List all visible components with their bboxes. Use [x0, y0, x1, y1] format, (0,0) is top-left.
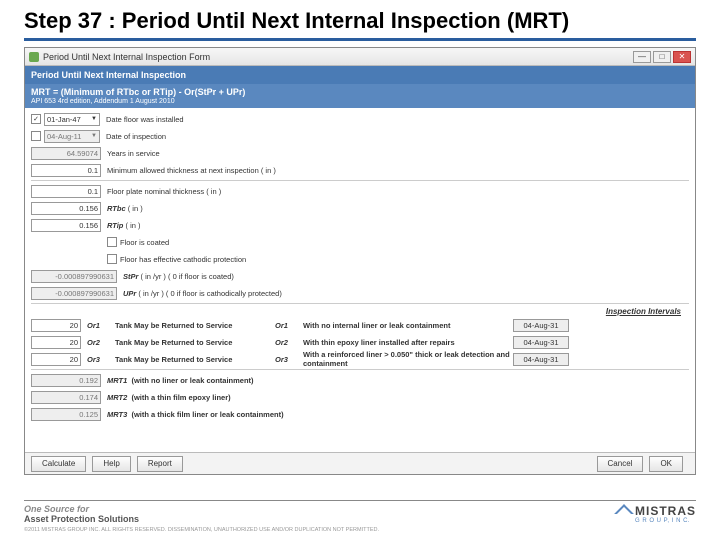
- logo: MISTRAS G R O U P, I N C.: [617, 504, 696, 524]
- logo-subtext: G R O U P, I N C.: [635, 518, 696, 524]
- minimize-button[interactable]: —: [633, 51, 651, 63]
- or2-key2: Or2: [275, 338, 303, 347]
- coated-checkbox[interactable]: [107, 237, 117, 247]
- date-inspection-checkbox[interactable]: [31, 131, 41, 141]
- or1-key2: Or1: [275, 321, 303, 330]
- stpr-field: -0.000897990631: [31, 270, 117, 283]
- date-installed-label: Date floor was installed: [106, 115, 184, 124]
- divider: [31, 303, 689, 304]
- form-body: ✓ 01-Jan-47▼ Date floor was installed 04…: [25, 108, 695, 421]
- stpr-label: StPr ( in /yr ) ( 0 if floor is coated): [123, 272, 234, 281]
- bottom-bar: Calculate Help Report Cancel OK: [25, 452, 695, 474]
- cancel-button[interactable]: Cancel: [597, 456, 644, 472]
- or1-desc: With no internal liner or leak containme…: [303, 321, 513, 330]
- nominal-thickness-label: Floor plate nominal thickness ( in ): [107, 187, 221, 196]
- or3-desc: With a reinforced liner > 0.050" thick o…: [303, 350, 513, 368]
- title-rule: [24, 38, 696, 41]
- logo-icon: [614, 505, 634, 525]
- mrt2-field: 0.174: [31, 391, 101, 404]
- mrt3-field: 0.125: [31, 408, 101, 421]
- intervals-heading: Inspection Intervals: [31, 307, 689, 316]
- date-inspection-dropdown[interactable]: 04-Aug-11▼: [44, 130, 100, 143]
- service-row: 20 Or1 Tank May be Returned to Service O…: [31, 318, 689, 332]
- mrt2-label: MRT2 (with a thin film epoxy liner): [107, 393, 231, 402]
- date-inspection-label: Date of inspection: [106, 132, 166, 141]
- formula-band: MRT = (Minimum of RTbc or RTip) - Or(StP…: [25, 84, 695, 108]
- copyright-text: ©2011 MISTRAS GROUP INC. ALL RIGHTS RESE…: [24, 527, 444, 534]
- nominal-thickness-field[interactable]: 0.1: [31, 185, 101, 198]
- upr-label: UPr ( in /yr ) ( 0 if floor is cathodica…: [123, 289, 282, 298]
- years-service-label: Years in service: [107, 149, 160, 158]
- or3-key: Or3: [87, 355, 115, 364]
- cathodic-checkbox[interactable]: [107, 254, 117, 264]
- slide-footer: One Source for Asset Protection Solution…: [24, 500, 696, 534]
- date-installed-checkbox[interactable]: ✓: [31, 114, 41, 124]
- report-button[interactable]: Report: [137, 456, 183, 472]
- formula-text: MRT = (Minimum of RTbc or RTip) - Or(StP…: [31, 87, 245, 97]
- years-service-field: 64.59074: [31, 147, 101, 160]
- or2-field[interactable]: 20: [31, 336, 81, 349]
- or2-text: Tank May be Returned to Service: [115, 338, 275, 347]
- or1-date: 04-Aug-31: [513, 319, 569, 332]
- or3-field[interactable]: 20: [31, 353, 81, 366]
- form-heading: Period Until Next Internal Inspection: [25, 66, 695, 84]
- logo-text: MISTRAS: [635, 504, 696, 518]
- inspection-window: Period Until Next Internal Inspection Fo…: [24, 47, 696, 475]
- or1-key: Or1: [87, 321, 115, 330]
- rtip-field[interactable]: 0.156: [31, 219, 101, 232]
- rtbc-field[interactable]: 0.156: [31, 202, 101, 215]
- coated-label: Floor is coated: [120, 238, 169, 247]
- or2-key: Or2: [87, 338, 115, 347]
- or2-desc: With thin epoxy liner installed after re…: [303, 338, 513, 347]
- titlebar: Period Until Next Internal Inspection Fo…: [25, 48, 695, 66]
- upr-field: -0.000897990631: [31, 287, 117, 300]
- service-row: 20 Or2 Tank May be Returned to Service O…: [31, 335, 689, 349]
- service-row: 20 Or3 Tank May be Returned to Service O…: [31, 352, 689, 366]
- min-thickness-field[interactable]: 0.1: [31, 164, 101, 177]
- or3-text: Tank May be Returned to Service: [115, 355, 275, 364]
- chevron-down-icon: ▼: [91, 114, 97, 125]
- calculate-button[interactable]: Calculate: [31, 456, 86, 472]
- cathodic-label: Floor has effective cathodic protection: [120, 255, 246, 264]
- divider: [31, 369, 689, 370]
- mrt1-field: 0.192: [31, 374, 101, 387]
- app-icon: [29, 52, 39, 62]
- or1-text: Tank May be Returned to Service: [115, 321, 275, 330]
- date-installed-dropdown[interactable]: 01-Jan-47▼: [44, 113, 100, 126]
- min-thickness-label: Minimum allowed thickness at next inspec…: [107, 166, 276, 175]
- slide-title: Step 37 : Period Until Next Internal Ins…: [24, 8, 696, 34]
- window-title: Period Until Next Internal Inspection Fo…: [43, 52, 633, 62]
- or3-date: 04-Aug-31: [513, 353, 569, 366]
- rtip-label: RTip ( in ): [107, 221, 141, 230]
- help-button[interactable]: Help: [92, 456, 130, 472]
- or3-key2: Or3: [275, 355, 303, 364]
- or2-date: 04-Aug-31: [513, 336, 569, 349]
- divider: [31, 180, 689, 181]
- chevron-down-icon: ▼: [91, 131, 97, 142]
- maximize-button[interactable]: □: [653, 51, 671, 63]
- tagline: One Source for Asset Protection Solution…: [24, 504, 139, 524]
- close-button[interactable]: ✕: [673, 51, 691, 63]
- rtbc-label: RTbc ( in ): [107, 204, 143, 213]
- mrt3-label: MRT3 (with a thick film liner or leak co…: [107, 410, 284, 419]
- standard-text: API 653 4rd edition, Addendum 1 August 2…: [31, 98, 689, 105]
- or1-field[interactable]: 20: [31, 319, 81, 332]
- ok-button[interactable]: OK: [649, 456, 683, 472]
- mrt1-label: MRT1 (with no liner or leak containment): [107, 376, 254, 385]
